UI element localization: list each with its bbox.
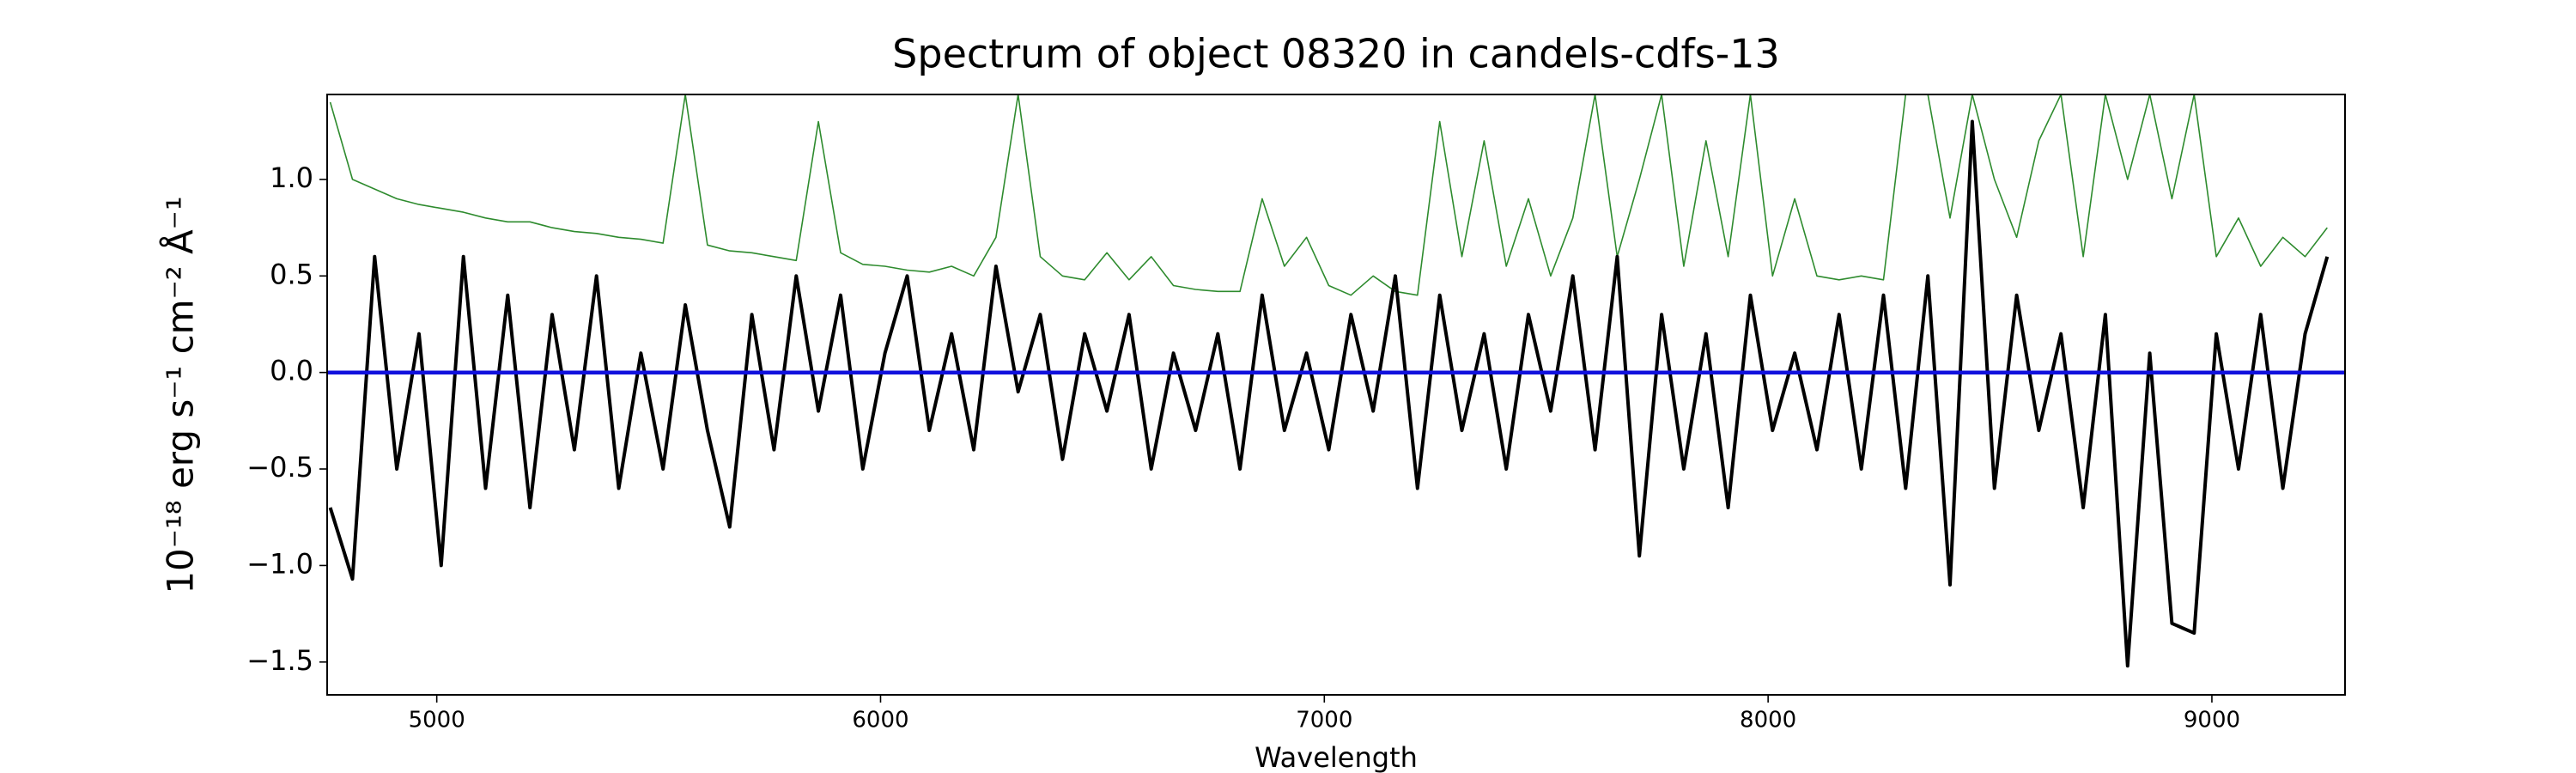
spectrum-line xyxy=(329,94,2328,296)
x-tick-label: 8000 xyxy=(1740,708,1796,733)
x-tick-label: 9000 xyxy=(2184,708,2240,733)
y-tick-label: −1.0 xyxy=(246,547,313,580)
x-axis-label: Wavelength xyxy=(1255,741,1418,773)
x-tick-label: 6000 xyxy=(852,708,908,733)
y-tick-label: 0.0 xyxy=(270,355,313,387)
x-tick-label: 7000 xyxy=(1296,708,1352,733)
plot-frame xyxy=(326,94,2346,696)
y-tick-label: 0.5 xyxy=(270,258,313,290)
x-tick-label: 5000 xyxy=(409,708,465,733)
plot-lines xyxy=(327,94,2345,668)
spectrum-line xyxy=(328,119,2330,668)
y-axis-label: 10⁻¹⁸ erg s⁻¹ cm⁻² Å⁻¹ xyxy=(159,196,202,593)
y-tick-label: −1.5 xyxy=(246,644,313,677)
y-tick-label: 1.0 xyxy=(270,161,313,194)
y-tick-label: −0.5 xyxy=(246,451,313,484)
chart-title: Spectrum of object 08320 in candels-cdfs… xyxy=(892,31,1780,77)
